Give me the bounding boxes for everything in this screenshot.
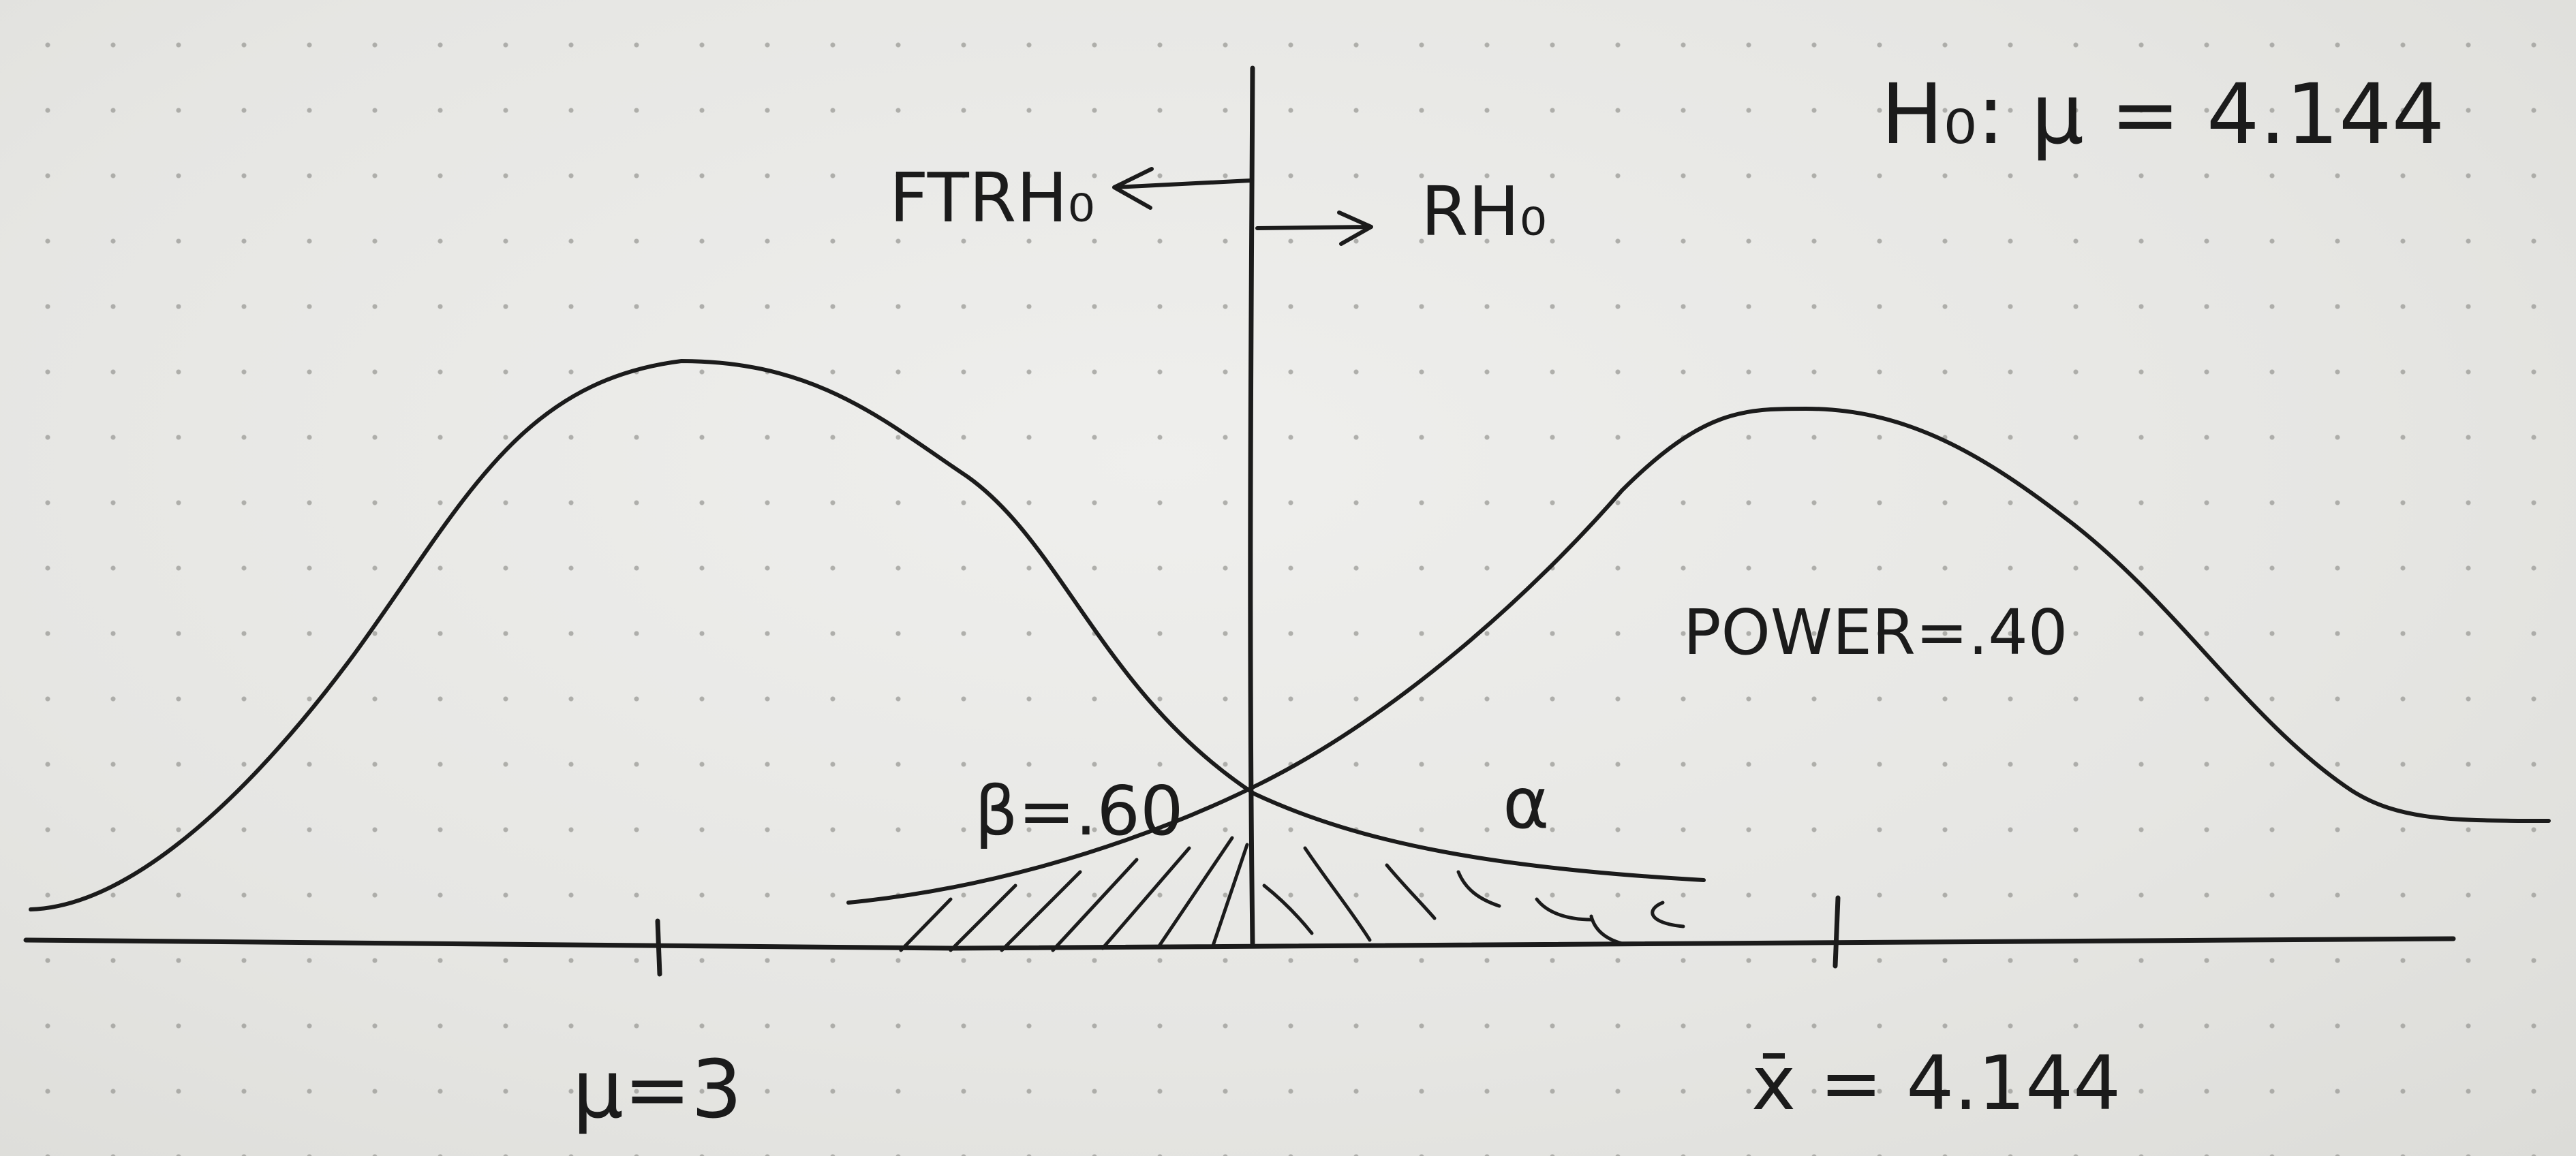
mu-tick	[655, 918, 662, 977]
reject-label: RH₀	[1421, 172, 1547, 251]
mu-label: μ=3	[572, 1042, 742, 1136]
horizontal-axis	[23, 936, 2456, 951]
xbar-label: x̄ = 4.144	[1751, 1040, 2121, 1127]
fail-to-reject-arrow	[1112, 167, 1253, 210]
reject-arrow	[1255, 210, 1373, 246]
fail-to-reject-label: FTRH₀	[889, 158, 1095, 238]
null-distribution-curve	[29, 359, 1706, 911]
beta-region-hatching	[899, 836, 1249, 952]
null-hypothesis-label: H₀: μ = 4.144	[1881, 66, 2444, 163]
alpha-label: α	[1503, 762, 1550, 845]
alpha-region-hatching	[1262, 846, 1685, 946]
alternative-distribution-curve	[846, 407, 2551, 905]
critical-value-line	[1248, 65, 1255, 946]
xbar-tick	[1833, 895, 1841, 969]
power-label: POWER=.40	[1683, 596, 2068, 669]
beta-label: β=.60	[975, 771, 1184, 851]
